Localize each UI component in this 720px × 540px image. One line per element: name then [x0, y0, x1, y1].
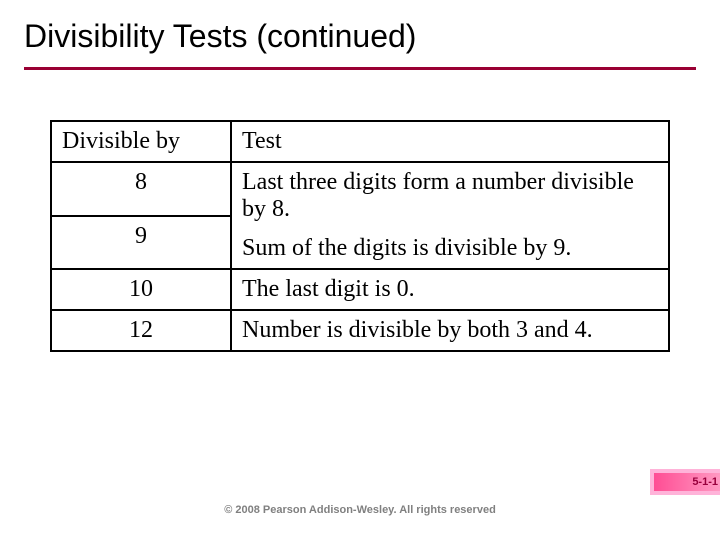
table-row: 10 The last digit is 0. [51, 269, 669, 310]
badge-inner: 5-1-1 [654, 473, 720, 491]
divisibility-table: Divisible by Test 8 Last three digits fo… [50, 120, 670, 352]
slide-number-badge: 5-1-1 [650, 469, 720, 495]
copyright-footer: © 2008 Pearson Addison-Wesley. All right… [0, 504, 720, 516]
cell-div-12: 12 [51, 310, 231, 351]
badge-text: 5-1-1 [692, 476, 718, 488]
cell-test-9: Sum of the digits is divisible by 9. [232, 229, 668, 268]
table-row: 8 Last three digits form a number divisi… [51, 162, 669, 216]
table-header-row: Divisible by Test [51, 121, 669, 162]
cell-div-8: 8 [51, 162, 231, 216]
cell-test-12: Number is divisible by both 3 and 4. [231, 310, 669, 351]
cell-div-10: 10 [51, 269, 231, 310]
table-row: 12 Number is divisible by both 3 and 4. [51, 310, 669, 351]
cell-div-9: 9 [51, 216, 231, 270]
cell-test-10: The last digit is 0. [231, 269, 669, 310]
header-test: Test [231, 121, 669, 162]
header-divisible-by: Divisible by [51, 121, 231, 162]
page-title: Divisibility Tests (continued) [0, 0, 720, 67]
slide: Divisibility Tests (continued) Divisible… [0, 0, 720, 540]
table-container: Divisible by Test 8 Last three digits fo… [0, 70, 720, 352]
cell-test-8: Last three digits form a number divisibl… [232, 163, 668, 229]
